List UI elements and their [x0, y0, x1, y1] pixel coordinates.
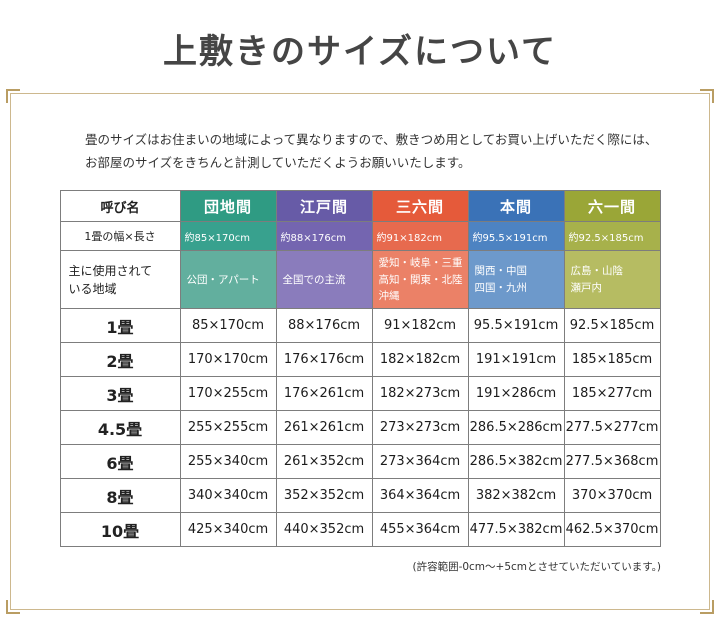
size-value: 176×176cm [275, 342, 373, 378]
page-title: 上敷きのサイズについて [163, 32, 557, 72]
size-value: 191×191cm [467, 342, 565, 378]
size-value: 261×352cm [275, 444, 373, 480]
row-label: 1畳 [59, 308, 181, 344]
intro-line1: 畳のサイズはお住まいの地域によって異なりますので、敷きつめ用としてお買い上げいた… [85, 132, 658, 147]
table-row-3jo: 3畳 170×255cm 176×261cm 182×273cm 191×286… [59, 376, 661, 412]
column-header-danchima: 団地間 [179, 190, 277, 223]
row-label: 10畳 [59, 512, 181, 548]
intro-line2: お部屋のサイズをきちんと計測していただくようお願いいたします。 [85, 155, 471, 171]
region-line: 広島・山陰 [570, 265, 624, 278]
size-value: 364×364cm [371, 478, 469, 514]
size-cell-saburokuma: 約91×182cm [371, 221, 469, 252]
size-value: 91×182cm [371, 308, 469, 344]
row-label: 3畳 [59, 376, 181, 412]
size-cell-honma: 約95.5×191cm [467, 221, 565, 252]
header-row: 呼び名 団地間 江戸間 三六間 本間 六一間 [59, 190, 661, 223]
column-header-rokuichima: 六一間 [563, 190, 661, 223]
column-header-saburokuma: 三六間 [371, 190, 469, 223]
table-row-6jo: 6畳 255×340cm 261×352cm 273×364cm 286.5×3… [59, 444, 661, 480]
frame-corner-bottom-right [700, 600, 714, 614]
size-value: 191×286cm [467, 376, 565, 412]
size-cell-rokuichima: 約92.5×185cm [563, 221, 661, 252]
size-value: 185×185cm [563, 342, 661, 378]
region-cell-honma: 関西・中国 四国・九州 [467, 250, 565, 310]
table-row-1jo: 1畳 85×170cm 88×176cm 91×182cm 95.5×191cm… [59, 308, 661, 344]
region-line: 沖縄 [378, 289, 400, 302]
size-value: 182×273cm [371, 376, 469, 412]
size-value: 370×370cm [563, 478, 661, 514]
size-value: 455×364cm [371, 512, 469, 548]
size-value: 273×364cm [371, 444, 469, 480]
table-row-4-5jo: 4.5畳 255×255cm 261×261cm 273×273cm 286.5… [59, 410, 661, 446]
size-value: 273×273cm [371, 410, 469, 446]
size-value: 277.5×277cm [563, 410, 661, 446]
size-value: 182×182cm [371, 342, 469, 378]
row-label: 8畳 [59, 478, 181, 514]
size-value: 185×277cm [563, 376, 661, 412]
region-line: 高知・関東・北陸 [378, 273, 463, 286]
table-row-2jo: 2畳 170×170cm 176×176cm 182×182cm 191×191… [59, 342, 661, 378]
region-cell-saburokuma: 愛知・岐阜・三重 高知・関東・北陸 沖縄 [371, 250, 469, 310]
header-label-cell: 呼び名 [59, 190, 181, 223]
size-value: 85×170cm [179, 308, 277, 344]
region-line: 四国・九州 [474, 281, 528, 294]
size-value: 95.5×191cm [467, 308, 565, 344]
size-value: 88×176cm [275, 308, 373, 344]
frame-corner-bottom-left [6, 600, 20, 614]
size-cell-edoma: 約88×176cm [275, 221, 373, 252]
region-line: 公団・アパート [186, 273, 260, 286]
region-line: 瀬戸内 [570, 281, 603, 294]
size-value: 286.5×286cm [467, 410, 565, 446]
size-value: 170×170cm [179, 342, 277, 378]
table-row-10jo: 10畳 425×340cm 440×352cm 455×364cm 477.5×… [59, 512, 661, 548]
region-row-label-line1: 主に使用されて [68, 263, 153, 278]
column-header-edoma: 江戸間 [275, 190, 373, 223]
content-frame: 畳のサイズはお住まいの地域によって異なりますので、敷きつめ用としてお買い上げいた… [6, 89, 714, 614]
intro-text: 畳のサイズはお住まいの地域によって異なりますので、敷きつめ用としてお買い上げいた… [85, 128, 709, 174]
region-line: 関西・中国 [474, 265, 528, 278]
size-value: 382×382cm [467, 478, 565, 514]
table-row-8jo: 8畳 340×340cm 352×352cm 364×364cm 382×382… [59, 478, 661, 514]
region-cell-edoma: 全国での主流 [275, 250, 373, 310]
size-value: 340×340cm [179, 478, 277, 514]
region-cell-rokuichima: 広島・山陰 瀬戸内 [563, 250, 661, 310]
column-header-honma: 本間 [467, 190, 565, 223]
size-cell-danchima: 約85×170cm [179, 221, 277, 252]
size-value: 255×255cm [179, 410, 277, 446]
size-value: 286.5×382cm [467, 444, 565, 480]
row-label: 4.5畳 [59, 410, 181, 446]
tolerance-footnote: (許容範囲-0cm〜+5cmとさせていただいています。) [412, 561, 661, 574]
region-line: 愛知・岐阜・三重 [378, 257, 463, 270]
size-value: 92.5×185cm [563, 308, 661, 344]
size-value: 170×255cm [179, 376, 277, 412]
region-row-label: 主に使用されて いる地域 [59, 250, 181, 310]
size-value: 352×352cm [275, 478, 373, 514]
size-value: 176×261cm [275, 376, 373, 412]
size-row-label: 1畳の幅×長さ [59, 221, 181, 252]
row-label: 6畳 [59, 444, 181, 480]
size-value: 425×340cm [179, 512, 277, 548]
region-line: 全国での主流 [282, 273, 346, 286]
region-row: 主に使用されて いる地域 公団・アパート 全国での主流 愛知・岐阜・三重 高知・… [59, 250, 661, 310]
frame-corner-top-left [6, 89, 20, 103]
size-table: 呼び名 団地間 江戸間 三六間 本間 六一間 1畳の幅×長さ 約85×170cm… [59, 190, 661, 548]
region-row-label-line2: いる地域 [68, 281, 117, 296]
size-value: 277.5×368cm [563, 444, 661, 480]
row-label: 2畳 [59, 342, 181, 378]
size-value: 440×352cm [275, 512, 373, 548]
size-value: 261×261cm [275, 410, 373, 446]
size-value: 477.5×382cm [467, 512, 565, 548]
size-value: 462.5×370cm [563, 512, 661, 548]
tatami-size-row: 1畳の幅×長さ 約85×170cm 約88×176cm 約91×182cm 約9… [59, 221, 661, 252]
region-cell-danchima: 公団・アパート [179, 250, 277, 310]
frame-corner-top-right [700, 89, 714, 103]
size-value: 255×340cm [179, 444, 277, 480]
